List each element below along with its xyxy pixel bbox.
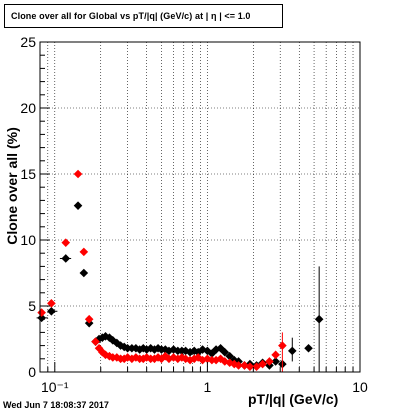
data-point-black	[153, 343, 163, 353]
data-point-red	[161, 351, 170, 361]
timestamp: Wed Jun 7 18:08:37 2017	[3, 400, 109, 410]
chart-title-box: Clone over all for Global vs pT/|q| (GeV…	[4, 4, 283, 28]
data-point-black	[220, 347, 230, 357]
y-tick-label: 5	[28, 298, 36, 314]
data-point-red	[198, 355, 207, 365]
data-point-red	[131, 353, 141, 362]
data-point-red	[127, 354, 137, 364]
data-point-red	[220, 357, 230, 366]
data-point-black	[150, 345, 159, 354]
x-tick-label: 10	[352, 379, 368, 395]
data-point-red	[252, 362, 261, 372]
data-point-black	[73, 201, 83, 210]
data-point-red	[91, 337, 100, 346]
data-point-black	[193, 347, 203, 357]
data-point-black	[146, 343, 155, 353]
data-point-red	[234, 361, 243, 370]
data-point-red	[101, 350, 110, 360]
data-point-red	[61, 238, 71, 247]
data-point-black	[112, 338, 122, 348]
data-point-red	[189, 354, 199, 364]
y-axis-label: Clone over all (%)	[4, 127, 20, 245]
data-point-black	[198, 345, 207, 354]
data-point-black	[189, 346, 199, 356]
data-point-red	[153, 353, 163, 362]
data-point-red	[73, 169, 83, 179]
data-markers	[36, 169, 324, 372]
data-point-red	[138, 354, 148, 364]
data-point-red	[245, 362, 255, 372]
axes: 0 5 10 15 20 25 10⁻¹ 1 10	[20, 34, 368, 395]
x-tick-label: 1	[203, 379, 211, 395]
data-point-black	[161, 345, 170, 354]
data-point-red	[203, 354, 212, 364]
y-tick-label: 0	[28, 364, 36, 380]
data-point-black	[79, 268, 89, 278]
data-point-black	[105, 333, 114, 342]
data-point-red	[84, 314, 94, 324]
data-point-black	[216, 343, 225, 353]
data-point-red	[150, 354, 159, 364]
data-point-red	[258, 359, 267, 369]
data-point-red	[37, 308, 46, 317]
data-point-red	[225, 358, 234, 368]
y-tick-label: 25	[20, 34, 36, 50]
data-point-black	[225, 351, 234, 361]
data-point-red	[169, 353, 178, 362]
data-point-red	[271, 350, 280, 360]
data-point-red	[216, 354, 225, 364]
data-point-black	[181, 346, 190, 356]
data-point-red	[181, 354, 190, 364]
data-point-black	[138, 343, 148, 353]
data-point-black	[164, 346, 174, 356]
data-point-red	[265, 357, 274, 366]
data-point-black	[271, 357, 280, 366]
data-point-red	[193, 353, 203, 362]
grid-lines	[40, 42, 360, 372]
data-point-black	[101, 332, 110, 341]
y-tick-label: 20	[20, 100, 36, 116]
data-point-black	[131, 343, 141, 353]
data-point-red	[229, 359, 239, 369]
data-point-black	[185, 347, 195, 357]
data-point-red	[123, 353, 132, 362]
chart-title: Clone over all for Global vs pT/|q| (GeV…	[11, 11, 251, 21]
plot-area	[40, 42, 360, 372]
data-point-black	[304, 343, 313, 353]
data-point-red	[94, 343, 104, 353]
data-point-red	[79, 247, 89, 257]
data-point-red	[240, 361, 249, 370]
data-point-black	[169, 345, 178, 354]
data-point-red	[47, 299, 56, 308]
x-tick-label: 10⁻¹	[41, 379, 69, 395]
y-tick-label: 10	[20, 232, 36, 248]
y-tick-label: 15	[20, 166, 36, 182]
x-axis-label: pT/|q| (GeV/c)	[248, 391, 339, 407]
data-point-black	[135, 345, 144, 354]
